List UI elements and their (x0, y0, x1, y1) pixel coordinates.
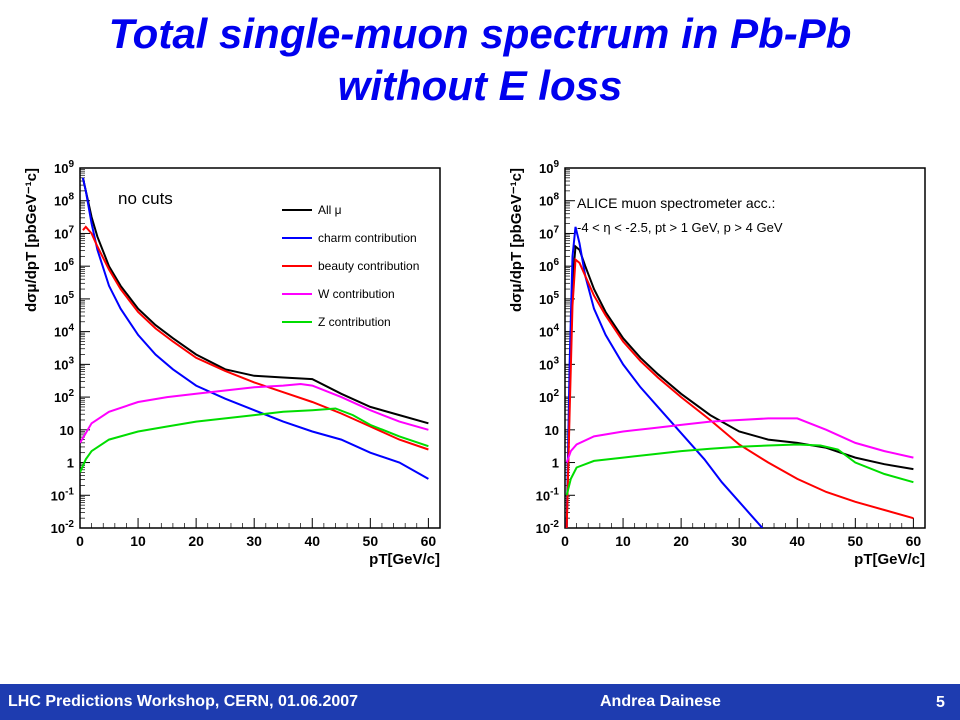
chart1-series-line-4 (565, 443, 914, 496)
chart1-plot-frame (564, 167, 926, 529)
chart0-series-line-3 (80, 382, 429, 444)
chart0-series-line-2 (82, 225, 429, 451)
chart0-xtick-label: 10 (130, 533, 146, 549)
chart0-ytick-label: 108 (54, 192, 74, 209)
chart0-x-axis-label: pT[GeV/c] (369, 551, 440, 568)
chart-no-cuts-svg: 10-2 10-1 1 10 102 103 104 105 106 107 108 109 0 10 20… (23, 159, 441, 568)
chart1-ytick-label: 10-2 (536, 519, 560, 536)
chart1-ytick-label: 108 (539, 192, 559, 209)
chart0-xtick-label: 60 (421, 533, 437, 549)
chart-alice-acceptance-svg: 10-2 10-1 1 10 102 103 104 105 106 107 108 109 0 10 20… (508, 159, 926, 568)
chart0-ytick-label: 102 (54, 388, 74, 405)
chart0-series-line-0 (81, 177, 429, 425)
chart0-ytick-label: 10 (60, 423, 74, 438)
chart1-xtick-label: 10 (615, 533, 631, 549)
chart-no-cuts: 10-2 10-1 1 10 102 103 104 105 106 107 108 109 0 10 20… (10, 158, 450, 578)
chart1-ytick-label: 106 (539, 257, 559, 274)
chart1-ytick-label: 105 (539, 290, 559, 307)
chart-alice-acceptance: 10-2 10-1 1 10 102 103 104 105 106 107 108 109 0 10 20… (495, 158, 935, 578)
footer-workshop: LHC Predictions Workshop, CERN, 01.06.20… (8, 693, 359, 710)
chart0-annotation: no cuts (118, 189, 173, 208)
slide-title-line2: without E loss (337, 62, 623, 109)
chart1-y-axis-label: dσμ/dpT [pbGeV⁻¹c] (508, 168, 525, 312)
chart0-ytick-label: 105 (54, 290, 74, 307)
chart1-xtick-label: 40 (789, 533, 805, 549)
slide-title: Total single-muon spectrum in Pb-Pb with… (0, 8, 960, 112)
chart1-xtick-label: 0 (561, 533, 569, 549)
chart0-ytick-label: 1 (67, 456, 74, 471)
chart1-annotation: ALICE muon spectrometer acc.: (577, 195, 775, 211)
chart0-ytick-label: 103 (54, 355, 74, 372)
chart0-plot-frame (79, 167, 441, 529)
chart1-x-axis-label: pT[GeV/c] (854, 551, 925, 568)
chart1-xtick-label: 50 (848, 533, 864, 549)
chart0-xtick-label: 50 (363, 533, 379, 549)
chart1-series-line-2 (565, 257, 914, 528)
chart1-ytick-label: 109 (539, 159, 559, 176)
chart0-ytick-label: 109 (54, 159, 74, 176)
chart1-xtick-label: 60 (906, 533, 922, 549)
page-number: 5 (936, 694, 945, 711)
chart0-legend-label: W contribution (318, 287, 395, 301)
chart0-xtick-label: 30 (246, 533, 262, 549)
footer-bar: LHC Predictions Workshop, CERN, 01.06.20… (0, 684, 960, 720)
chart1-ytick-label: 10-1 (536, 486, 560, 503)
chart0-legend-label: charm contribution (318, 231, 417, 245)
chart1-ytick-label: 103 (539, 355, 559, 372)
chart0-ytick-label: 10-1 (51, 486, 75, 503)
chart1-series-line-3 (565, 417, 914, 463)
chart0-ytick-label: 107 (54, 224, 74, 241)
chart1-series-line-0 (565, 244, 914, 528)
chart0-legend-label: beauty contribution (318, 259, 419, 273)
chart0-xtick-label: 40 (304, 533, 320, 549)
chart1-xtick-label: 20 (673, 533, 689, 549)
chart0-ytick-label: 10-2 (51, 519, 75, 536)
chart0-xtick-label: 0 (76, 533, 84, 549)
chart1-annotation-cuts: -4 < η < -2.5, pt > 1 GeV, p > 4 GeV (577, 220, 783, 235)
chart1-ytick-label: 1 (552, 456, 559, 471)
chart1-ytick-label: 107 (539, 224, 559, 241)
chart1-series-line-1 (565, 226, 764, 528)
chart0-ytick-label: 106 (54, 257, 74, 274)
chart0-legend-label: Z contribution (318, 315, 391, 329)
chart0-ytick-label: 104 (54, 323, 74, 340)
chart0-legend-label: All μ (318, 203, 342, 217)
footer-author: Andrea Dainese (600, 693, 721, 710)
slide-title-line1: Total single-muon spectrum in Pb-Pb (108, 10, 852, 57)
chart0-y-axis-label: dσμ/dpT [pbGeV⁻¹c] (23, 168, 40, 312)
chart1-xtick-label: 30 (731, 533, 747, 549)
chart1-ytick-label: 102 (539, 388, 559, 405)
chart1-ytick-label: 10 (545, 423, 559, 438)
chart0-xtick-label: 20 (188, 533, 204, 549)
chart0-series-line-4 (80, 407, 429, 473)
chart1-ytick-label: 104 (539, 323, 559, 340)
